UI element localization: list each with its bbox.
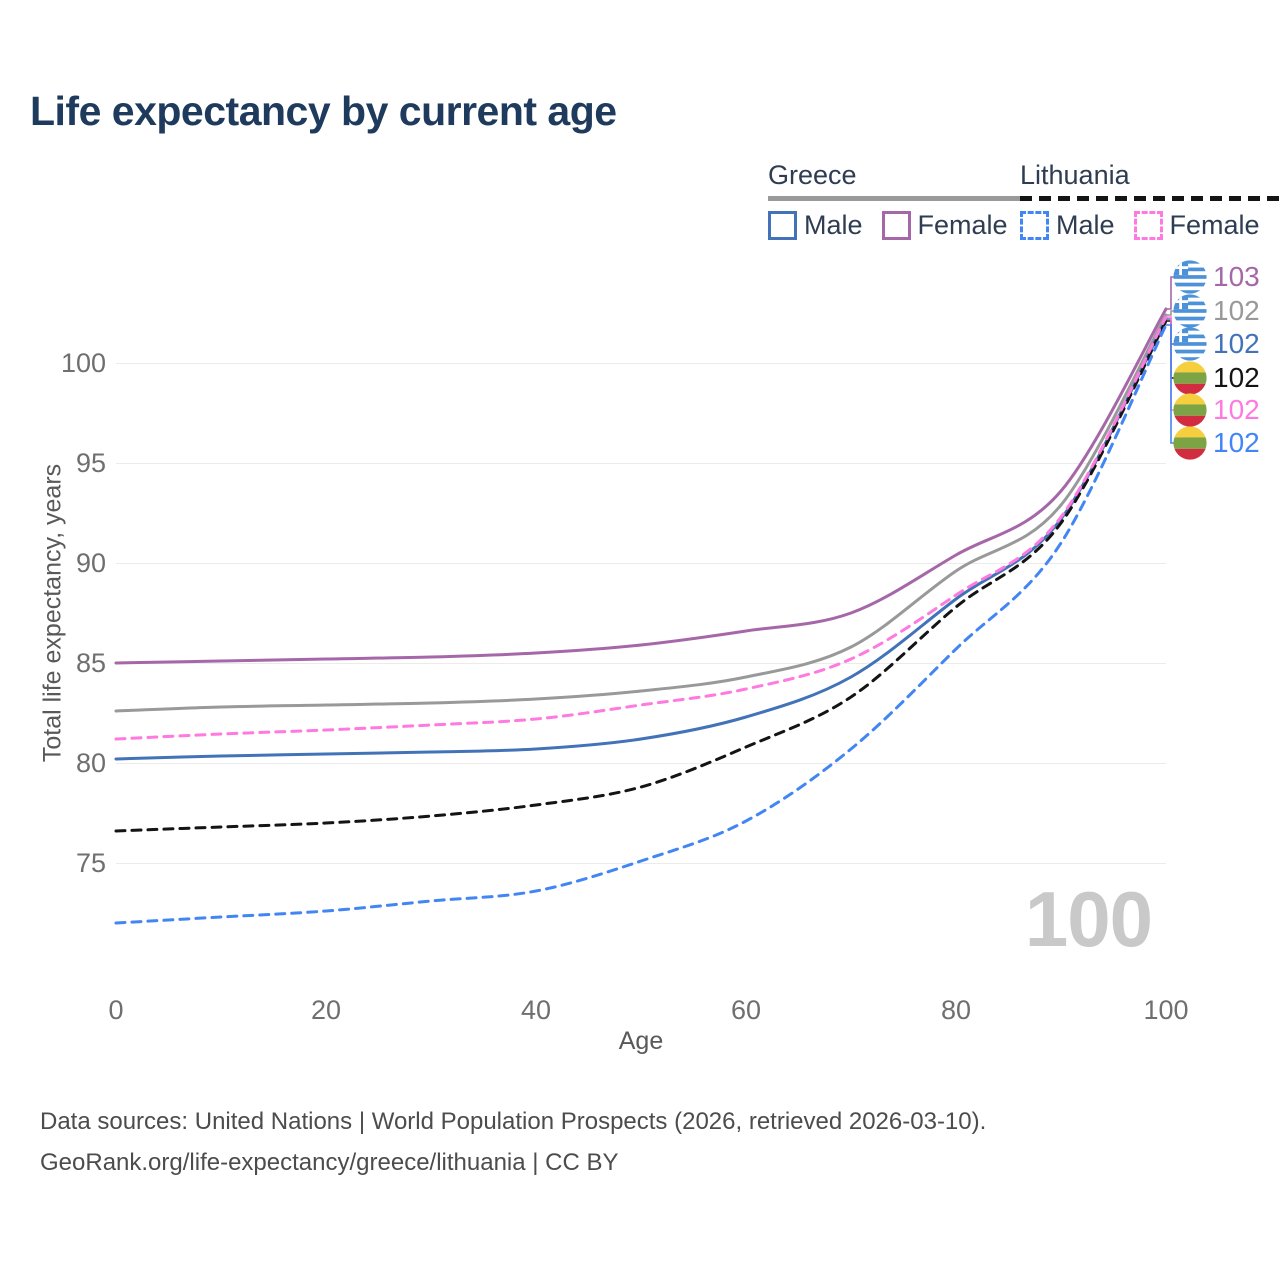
gridline-90 [116, 563, 1166, 564]
y-tick: 80 [75, 748, 106, 778]
series-line-greece-male[interactable] [114, 317, 1168, 761]
legend-label-greece-female[interactable]: Female [917, 210, 1008, 240]
attribution-line: GeoRank.org/life-expectancy/greece/lithu… [40, 1149, 619, 1176]
series-line-lithuania-male[interactable] [114, 323, 1168, 925]
end-value: 103 [1213, 261, 1260, 292]
x-tick: 0 [108, 995, 124, 1025]
gridline-80 [116, 763, 1166, 764]
end-value: 102 [1213, 362, 1260, 393]
greece-flag-icon [1173, 327, 1207, 361]
y-tick: 75 [75, 848, 106, 878]
legend-swatch-greece-male[interactable] [768, 211, 797, 240]
series-line-lithuania-both-sexes-[interactable] [114, 319, 1168, 833]
end-label-row: 103 [1173, 260, 1260, 294]
x-tick: 40 [520, 995, 552, 1025]
end-value: 102 [1213, 328, 1260, 359]
end-label-row: 102 [1173, 327, 1260, 361]
end-value: 102 [1213, 427, 1260, 458]
end-label-row: 102 [1173, 393, 1260, 427]
page-title: Life expectancy by current age [30, 88, 617, 134]
series-line-lithuania-female[interactable] [114, 315, 1168, 741]
gridline-95 [116, 463, 1166, 464]
end-label-row: 102 [1173, 426, 1260, 460]
greece-flag-icon [1173, 260, 1207, 294]
legend-label-lithuania-male[interactable]: Male [1056, 210, 1115, 240]
gridline-100 [116, 363, 1166, 364]
y-tick: 90 [75, 548, 106, 578]
end-value: 102 [1213, 394, 1260, 425]
lithuania-flag-icon [1173, 393, 1207, 427]
y-tick: 100 [60, 348, 106, 378]
series-line-greece-female[interactable] [114, 307, 1168, 665]
data-sources-line: Data sources: United Nations | World Pop… [40, 1108, 987, 1135]
gridline-75 [116, 863, 1166, 864]
x-axis-title: Age [618, 1027, 664, 1055]
legend-label-lithuania-female[interactable]: Female [1169, 210, 1260, 240]
legend-group-lithuania: Lithuania Male Female [1020, 160, 1279, 241]
lithuania-dashed-line-swatch [1020, 196, 1279, 201]
gridline-85 [116, 663, 1166, 664]
lithuania-flag-icon [1173, 426, 1207, 460]
greece-solid-line-swatch [768, 196, 1027, 201]
end-value: 102 [1213, 295, 1260, 326]
legend-swatch-lithuania-female[interactable] [1133, 211, 1163, 240]
x-tick: 80 [940, 995, 972, 1025]
x-tick: 20 [310, 995, 342, 1025]
legend-lithuania-title[interactable]: Lithuania [1020, 160, 1130, 190]
x-tick: 100 [1143, 995, 1189, 1025]
legend-label-greece-male[interactable]: Male [804, 210, 863, 240]
current-age-counter: 100 [1024, 875, 1153, 963]
y-tick: 85 [75, 648, 106, 678]
x-tick: 60 [730, 995, 762, 1025]
greece-flag-icon [1173, 294, 1207, 328]
legend-group-greece: Greece Male Female [768, 160, 1027, 241]
y-tick: 95 [75, 448, 106, 478]
series-line-greece-both-sexes-[interactable] [114, 313, 1168, 713]
lithuania-flag-icon [1173, 361, 1207, 395]
end-label-row: 102 [1173, 361, 1260, 395]
end-label-row: 102 [1173, 294, 1260, 328]
legend-greece-title[interactable]: Greece [768, 160, 857, 190]
legend-swatch-greece-female[interactable] [881, 211, 911, 240]
legend-swatch-lithuania-male[interactable] [1020, 211, 1049, 240]
